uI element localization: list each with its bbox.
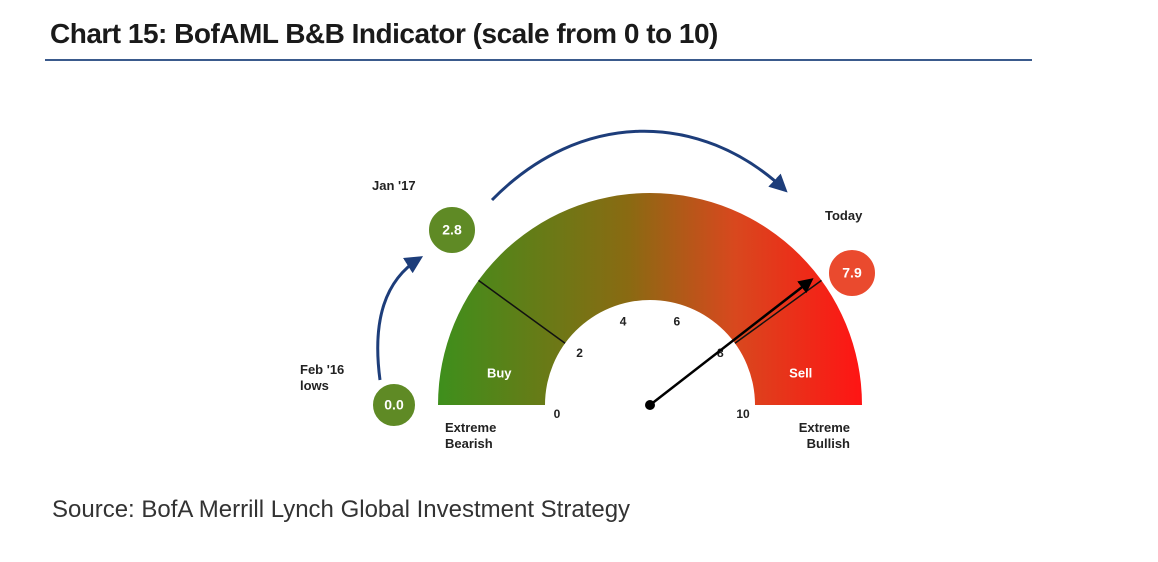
arrow — [376, 256, 424, 381]
category-label: Today — [825, 208, 863, 223]
arrow — [490, 129, 788, 202]
value-label: 2.8 — [442, 222, 462, 238]
category-label: Feb '16 lows — [300, 362, 345, 393]
zone-label: Sell — [789, 365, 812, 380]
needle-hub — [645, 400, 655, 410]
value-bubble — [427, 205, 477, 255]
tick-label: 10 — [736, 407, 750, 421]
extreme-label: Extreme Bullish — [798, 420, 850, 451]
tick-label: 6 — [674, 314, 681, 328]
needle — [649, 278, 814, 406]
tick-label: 2 — [576, 346, 583, 360]
extreme-label: Extreme Bearish — [445, 420, 497, 451]
source-note: Source: BofA Merrill Lynch Global Invest… — [52, 496, 631, 523]
chart-title: Chart 15: BofAML B&B Indicator (scale fr… — [50, 18, 718, 49]
tick-label: 8 — [717, 346, 724, 360]
tick-label: 4 — [620, 314, 627, 328]
gauge-arc — [438, 193, 862, 405]
zone-boundary — [478, 279, 566, 344]
value-bubble — [827, 248, 877, 298]
zone-label: Buy — [487, 365, 512, 380]
value-label: 0.0 — [384, 397, 404, 413]
value-bubble — [371, 382, 417, 428]
category-label: Jan '17 — [372, 178, 416, 193]
value-label: 7.9 — [842, 265, 862, 281]
tick-label: 0 — [554, 407, 561, 421]
